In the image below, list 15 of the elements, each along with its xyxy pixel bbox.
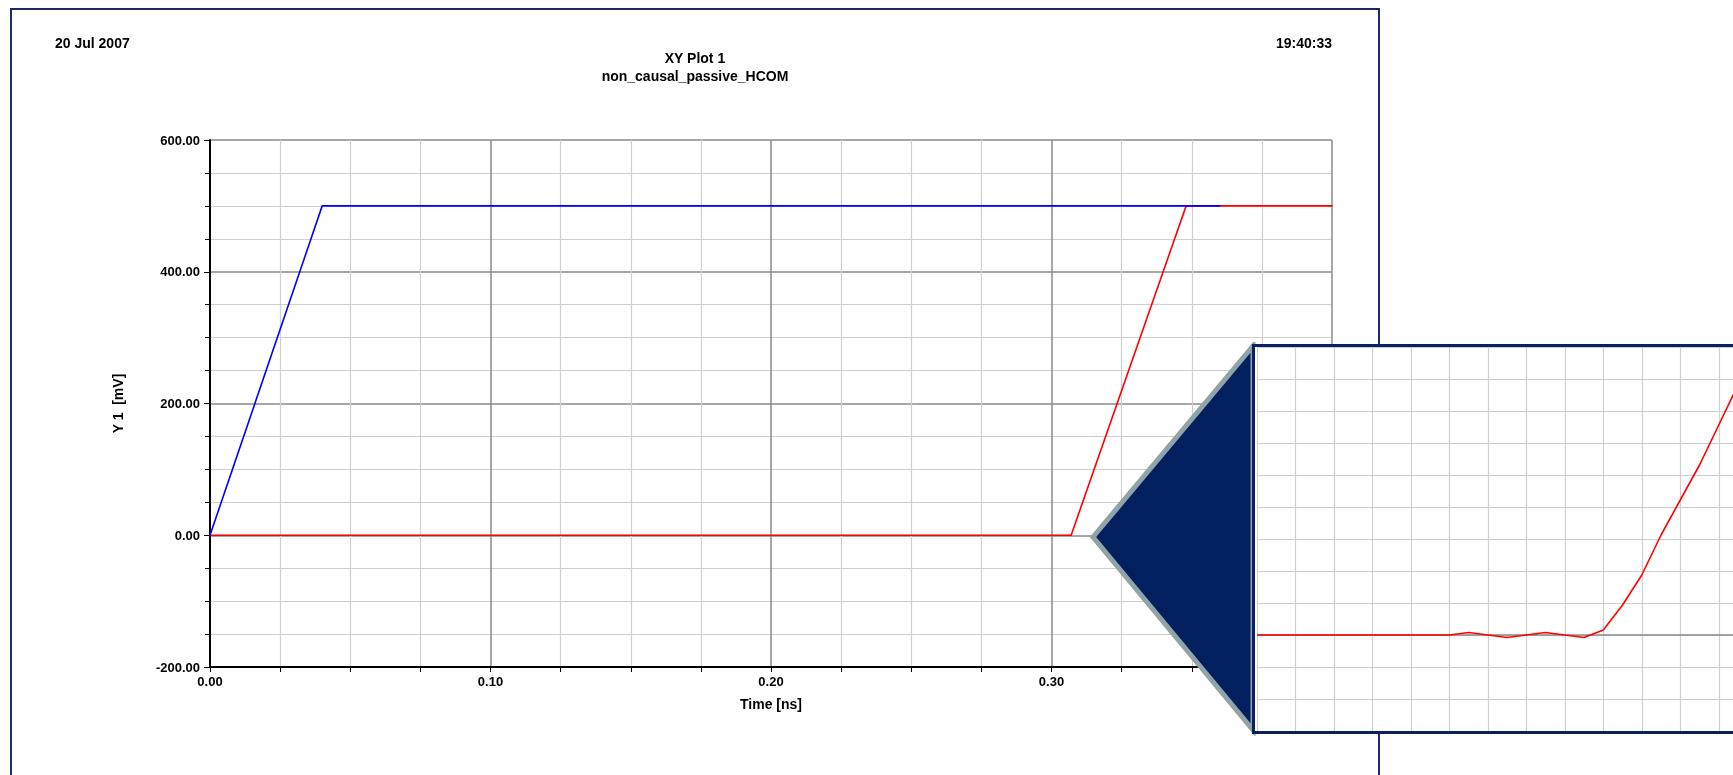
x-tick-label: 0.10 (477, 674, 504, 689)
chart-subtitle: non_causal_passive_HCOM (601, 68, 789, 84)
y-axis-title: Y 1 [mV] (110, 373, 126, 434)
y-tick-label: 600.00 (160, 132, 200, 148)
chart-title: XY Plot 1 (664, 50, 726, 66)
y-tick-label: 400.00 (160, 264, 200, 280)
x-tick-label: 0.20 (758, 674, 784, 689)
x-axis-title: Time [ns] (740, 696, 802, 712)
x-tick-label: 0.30 (1038, 674, 1065, 689)
y-tick-label: 0.00 (174, 527, 200, 543)
text: 20 Jul 2007 (55, 35, 130, 51)
y-tick-label: -200.00 (155, 659, 200, 675)
x-tick-label: 0.00 (197, 674, 223, 689)
y-tick-label: 200.00 (160, 396, 200, 411)
text: 19:40:33 (1275, 35, 1333, 51)
